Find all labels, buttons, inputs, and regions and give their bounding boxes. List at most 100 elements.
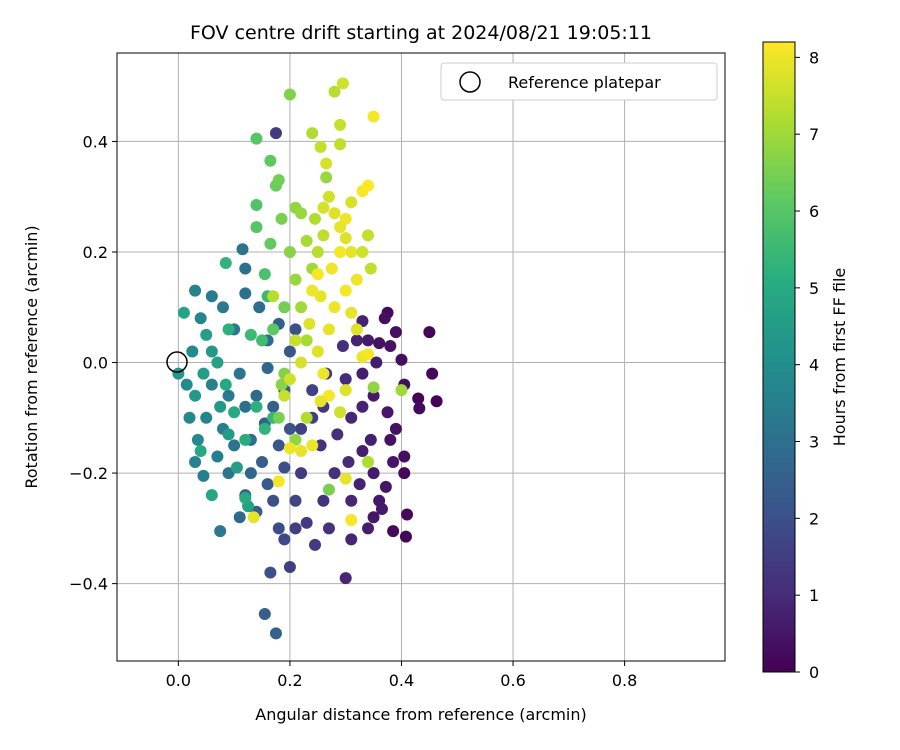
data-point	[289, 273, 302, 286]
data-point	[364, 262, 377, 275]
data-point	[367, 389, 380, 402]
data-point	[264, 237, 277, 250]
data-point	[272, 522, 285, 535]
data-point	[283, 422, 296, 435]
data-point	[295, 422, 308, 435]
data-point	[314, 395, 327, 408]
data-point	[373, 337, 386, 350]
data-point	[345, 196, 358, 209]
data-point	[339, 373, 352, 386]
data-point	[345, 411, 358, 424]
data-point	[261, 478, 274, 491]
data-point	[275, 212, 288, 225]
data-point	[295, 207, 308, 220]
data-point	[205, 345, 218, 358]
data-point	[239, 287, 252, 300]
data-point	[219, 378, 232, 391]
data-point	[233, 511, 246, 524]
data-point	[426, 367, 439, 380]
data-point	[356, 400, 369, 413]
data-point	[303, 317, 316, 330]
data-point	[350, 334, 363, 347]
data-point	[395, 384, 408, 397]
data-point	[272, 411, 285, 424]
data-point	[269, 627, 282, 640]
data-point	[311, 245, 324, 258]
gridlines	[117, 53, 725, 661]
y-tick-label: 0.0	[83, 354, 108, 373]
data-point	[272, 439, 285, 452]
data-point	[289, 334, 302, 347]
data-point	[334, 118, 347, 131]
legend: Reference platepar	[440, 62, 718, 101]
data-point	[356, 367, 369, 380]
data-point	[412, 392, 425, 405]
data-point	[256, 456, 269, 469]
data-point	[233, 367, 246, 380]
data-point	[339, 212, 352, 225]
data-point	[334, 406, 347, 419]
data-point	[317, 229, 330, 242]
data-point	[345, 514, 358, 527]
data-points	[172, 77, 443, 640]
data-point	[250, 199, 263, 211]
data-point	[311, 345, 324, 358]
data-point	[200, 328, 213, 341]
y-axis-ticks: −0.4 −0.2 0.0 0.2 0.4	[69, 132, 117, 594]
data-point	[283, 245, 296, 258]
data-point	[345, 494, 358, 507]
data-point	[258, 608, 271, 621]
data-point	[300, 234, 313, 247]
data-point	[336, 77, 349, 90]
data-point	[283, 373, 296, 386]
colorbar-tick-label: 6	[809, 202, 819, 221]
data-point	[320, 157, 333, 170]
data-point	[278, 301, 291, 314]
data-point	[186, 345, 199, 358]
data-point	[306, 127, 319, 140]
y-tick-label: 0.2	[83, 243, 108, 262]
data-point	[247, 511, 260, 524]
data-point	[370, 356, 383, 369]
data-point	[306, 384, 319, 397]
data-point	[222, 389, 235, 402]
data-point	[325, 262, 338, 275]
data-point	[250, 132, 263, 145]
data-point	[362, 348, 375, 361]
data-point	[367, 467, 380, 480]
colorbar-tick-label: 4	[809, 356, 819, 375]
data-point	[389, 422, 402, 435]
data-point	[267, 323, 280, 336]
data-point	[399, 530, 412, 543]
data-point	[239, 491, 252, 504]
data-point	[283, 345, 296, 358]
data-point	[205, 489, 218, 502]
x-axis-label: Angular distance from reference (arcmin)	[255, 705, 586, 724]
data-point	[336, 339, 349, 352]
colorbar-tick-label: 5	[809, 279, 819, 298]
data-point	[261, 362, 274, 375]
data-point	[423, 326, 436, 339]
data-point	[328, 207, 341, 220]
data-point	[180, 378, 193, 391]
data-point	[289, 323, 302, 336]
data-point	[258, 422, 271, 435]
data-point	[322, 522, 335, 535]
data-point	[256, 334, 269, 347]
x-tick-label: 0.8	[612, 671, 637, 690]
data-point	[328, 85, 341, 98]
colorbar-tick-label: 7	[809, 125, 819, 144]
data-point	[295, 356, 308, 369]
colorbar-label: Hours from first FF file	[830, 268, 849, 447]
data-point	[267, 290, 280, 303]
x-tick-label: 0.4	[389, 671, 414, 690]
data-point	[250, 389, 263, 402]
data-point	[350, 323, 363, 336]
data-point	[230, 461, 243, 474]
reference-marker	[166, 351, 188, 373]
data-point	[264, 154, 277, 167]
data-point	[250, 221, 263, 234]
data-point	[219, 257, 232, 270]
data-point	[253, 301, 266, 314]
